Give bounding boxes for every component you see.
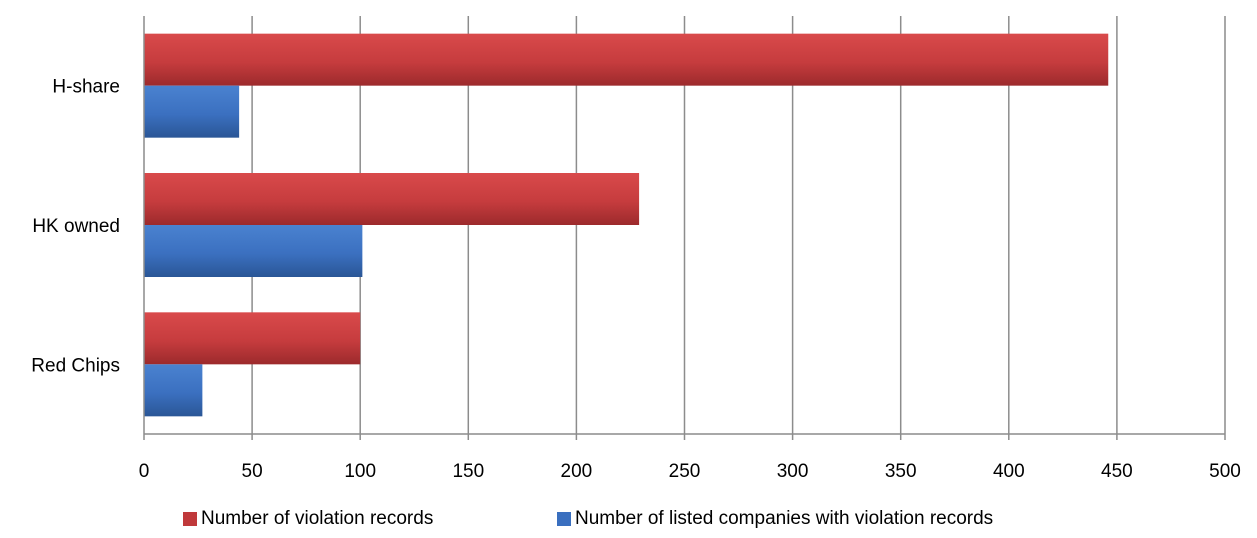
x-tick-label: 450 bbox=[1101, 461, 1133, 482]
x-tick-label: 100 bbox=[344, 461, 376, 482]
axes bbox=[143, 16, 1226, 440]
category-label: Red Chips bbox=[31, 355, 120, 376]
bar-listed-companies bbox=[144, 364, 203, 417]
x-tick-label: 350 bbox=[885, 461, 917, 482]
x-tick-label: 200 bbox=[561, 461, 593, 482]
x-tick-label: 150 bbox=[452, 461, 484, 482]
bar-listed-companies bbox=[144, 225, 363, 277]
x-tick-label: 250 bbox=[669, 461, 701, 482]
legend-swatch-blue bbox=[557, 512, 571, 526]
x-tick-labels: 0 50 100 150 200 250 300 350 400 450 500 bbox=[139, 461, 1241, 482]
legend-label-violation-records: Number of violation records bbox=[201, 508, 434, 529]
x-tick-label: 500 bbox=[1209, 461, 1241, 482]
bar-listed-companies bbox=[144, 85, 240, 138]
legend-item-violation-records: Number of violation records bbox=[183, 508, 433, 530]
x-tick-label: 0 bbox=[139, 461, 150, 482]
bar-violation-records bbox=[144, 33, 1109, 86]
legend-item-listed-companies: Number of listed companies with violatio… bbox=[557, 508, 993, 530]
legend: Number of violation records Number of li… bbox=[0, 508, 1257, 538]
category-label: H-share bbox=[52, 77, 120, 98]
legend-label-listed-companies: Number of listed companies with violatio… bbox=[575, 508, 994, 529]
x-tick-label: 300 bbox=[777, 461, 809, 482]
category-label: HK owned bbox=[32, 216, 120, 237]
bar-violation-records bbox=[144, 312, 361, 365]
legend-swatch-red bbox=[183, 512, 197, 526]
bar-violation-records bbox=[144, 173, 640, 225]
x-tick-label: 50 bbox=[242, 461, 263, 482]
bars bbox=[144, 33, 1109, 417]
category-labels: Red Chips HK owned H-share bbox=[31, 77, 120, 377]
bar-chart: 0 50 100 150 200 250 300 350 400 450 500 Red Chips… bbox=[31, 16, 1241, 482]
x-tick-label: 400 bbox=[993, 461, 1025, 482]
